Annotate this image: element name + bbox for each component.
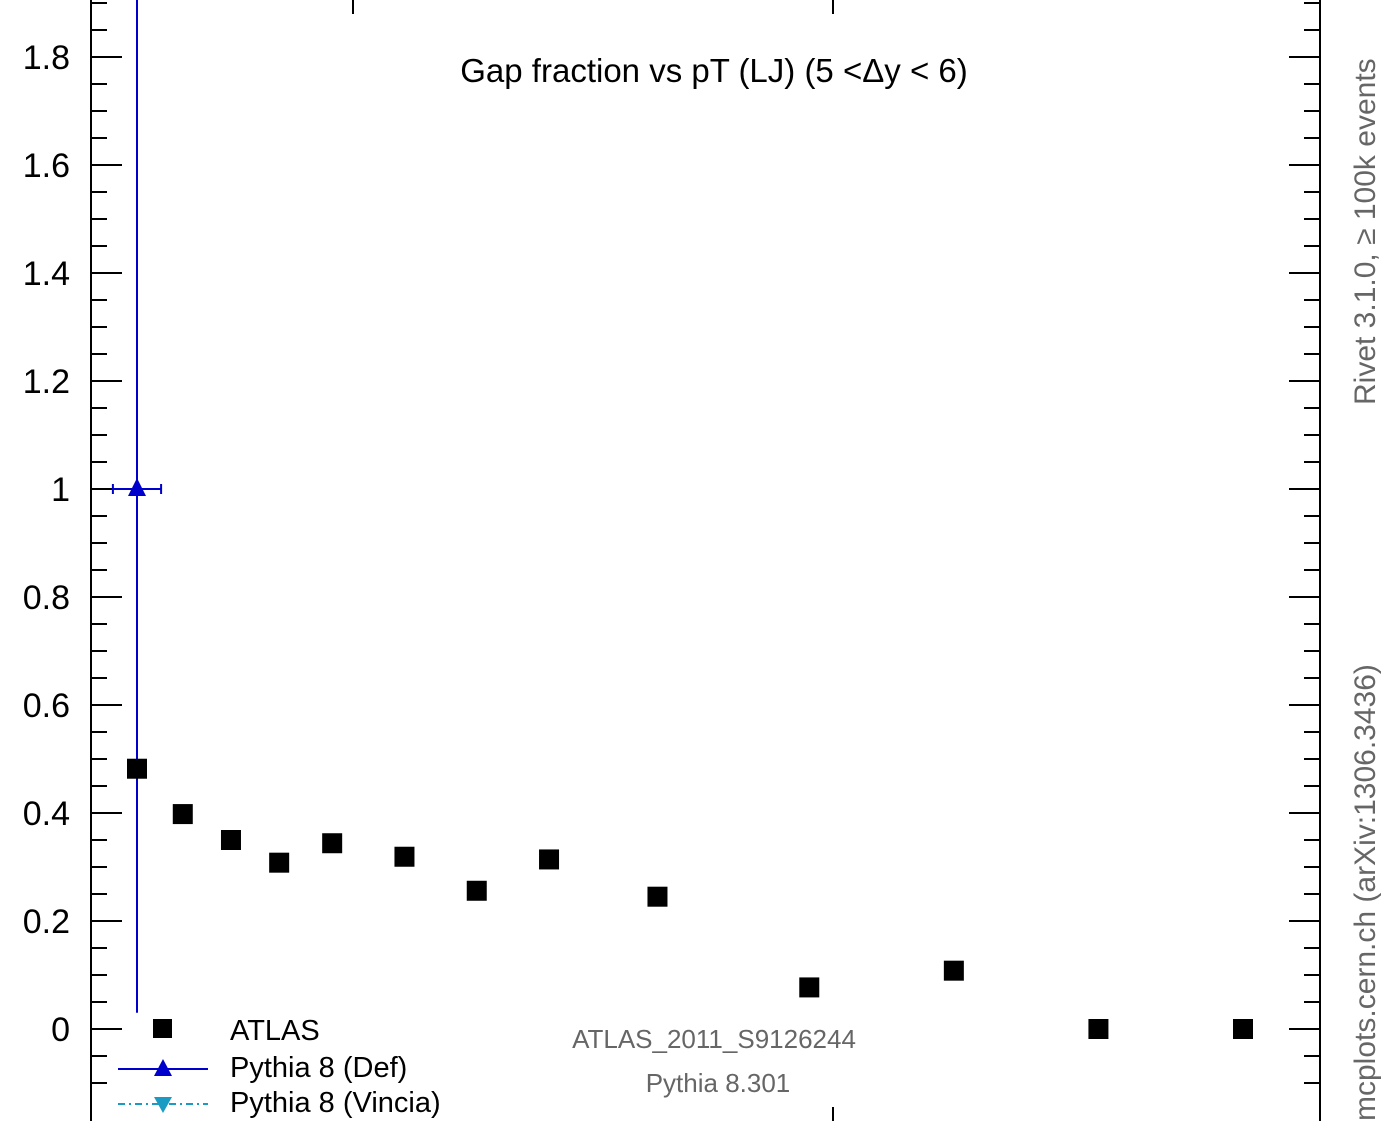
atlas-point bbox=[1088, 1019, 1109, 1039]
y-tick-label: 0.4 bbox=[23, 795, 70, 833]
atlas-point bbox=[466, 880, 487, 901]
atlas-point bbox=[269, 852, 290, 873]
atlas-point bbox=[647, 886, 668, 907]
legend-marker-pythia-vincia bbox=[154, 1097, 172, 1113]
y-tick-label: 1.8 bbox=[23, 39, 70, 77]
legend-entry-pythia-vincia: Pythia 8 (Vincia) bbox=[118, 1087, 441, 1119]
y-tick-label: 0.8 bbox=[23, 579, 70, 617]
y-tick-label: 0 bbox=[51, 1011, 70, 1049]
atlas-point bbox=[943, 960, 964, 981]
legend-label-pythia-def: Pythia 8 (Def) bbox=[230, 1052, 407, 1084]
rivet-version-label: Rivet 3.1.0, ≥ 100k events bbox=[1349, 58, 1381, 405]
analysis-label: ATLAS_2011_S9126244 bbox=[572, 1024, 856, 1054]
y-tick-label: 1.2 bbox=[23, 363, 70, 401]
atlas-point bbox=[127, 758, 147, 779]
plot-frame bbox=[90, 0, 1321, 1121]
pythia-def-point bbox=[128, 478, 146, 496]
y-axis-ticks bbox=[91, 0, 1320, 1121]
y-tick-label: 0.6 bbox=[23, 687, 70, 725]
legend-marker-pythia-def bbox=[154, 1059, 172, 1076]
generator-label: Pythia 8.301 bbox=[646, 1068, 791, 1098]
y-tick-label: 1 bbox=[51, 471, 70, 509]
legend-entry-pythia-def: Pythia 8 (Def) bbox=[118, 1052, 407, 1084]
atlas-point bbox=[539, 849, 560, 870]
legend-marker-atlas bbox=[153, 1019, 172, 1038]
y-tick-label: 1.6 bbox=[23, 147, 70, 185]
atlas-point bbox=[1233, 1019, 1253, 1039]
error-bars bbox=[111, 0, 163, 1013]
legend-label-pythia-vincia: Pythia 8 (Vincia) bbox=[230, 1087, 441, 1119]
mcplots-source-label: mcplots.cern.ch (arXiv:1306.3436) bbox=[1349, 664, 1381, 1121]
atlas-point bbox=[220, 830, 241, 850]
y-tick-label: 1.4 bbox=[23, 255, 70, 293]
data-points bbox=[127, 478, 1253, 1039]
y-axis-tick-labels: 0 0.2 0.4 0.6 0.8 1 1.2 1.4 1.6 1.8 bbox=[23, 39, 70, 1049]
legend-entry-atlas: ATLAS bbox=[153, 1015, 320, 1047]
legend-label-atlas: ATLAS bbox=[230, 1015, 320, 1047]
atlas-point bbox=[799, 977, 820, 998]
y-tick-label: 0.2 bbox=[23, 903, 70, 941]
legend: ATLAS Pythia 8 (Def) Pythia 8 (Vincia) bbox=[118, 1015, 441, 1119]
atlas-point bbox=[172, 804, 193, 825]
chart-title: Gap fraction vs pT (LJ) (5 <Δy < 6) bbox=[460, 52, 967, 89]
atlas-point bbox=[322, 833, 343, 854]
atlas-point bbox=[394, 846, 415, 867]
